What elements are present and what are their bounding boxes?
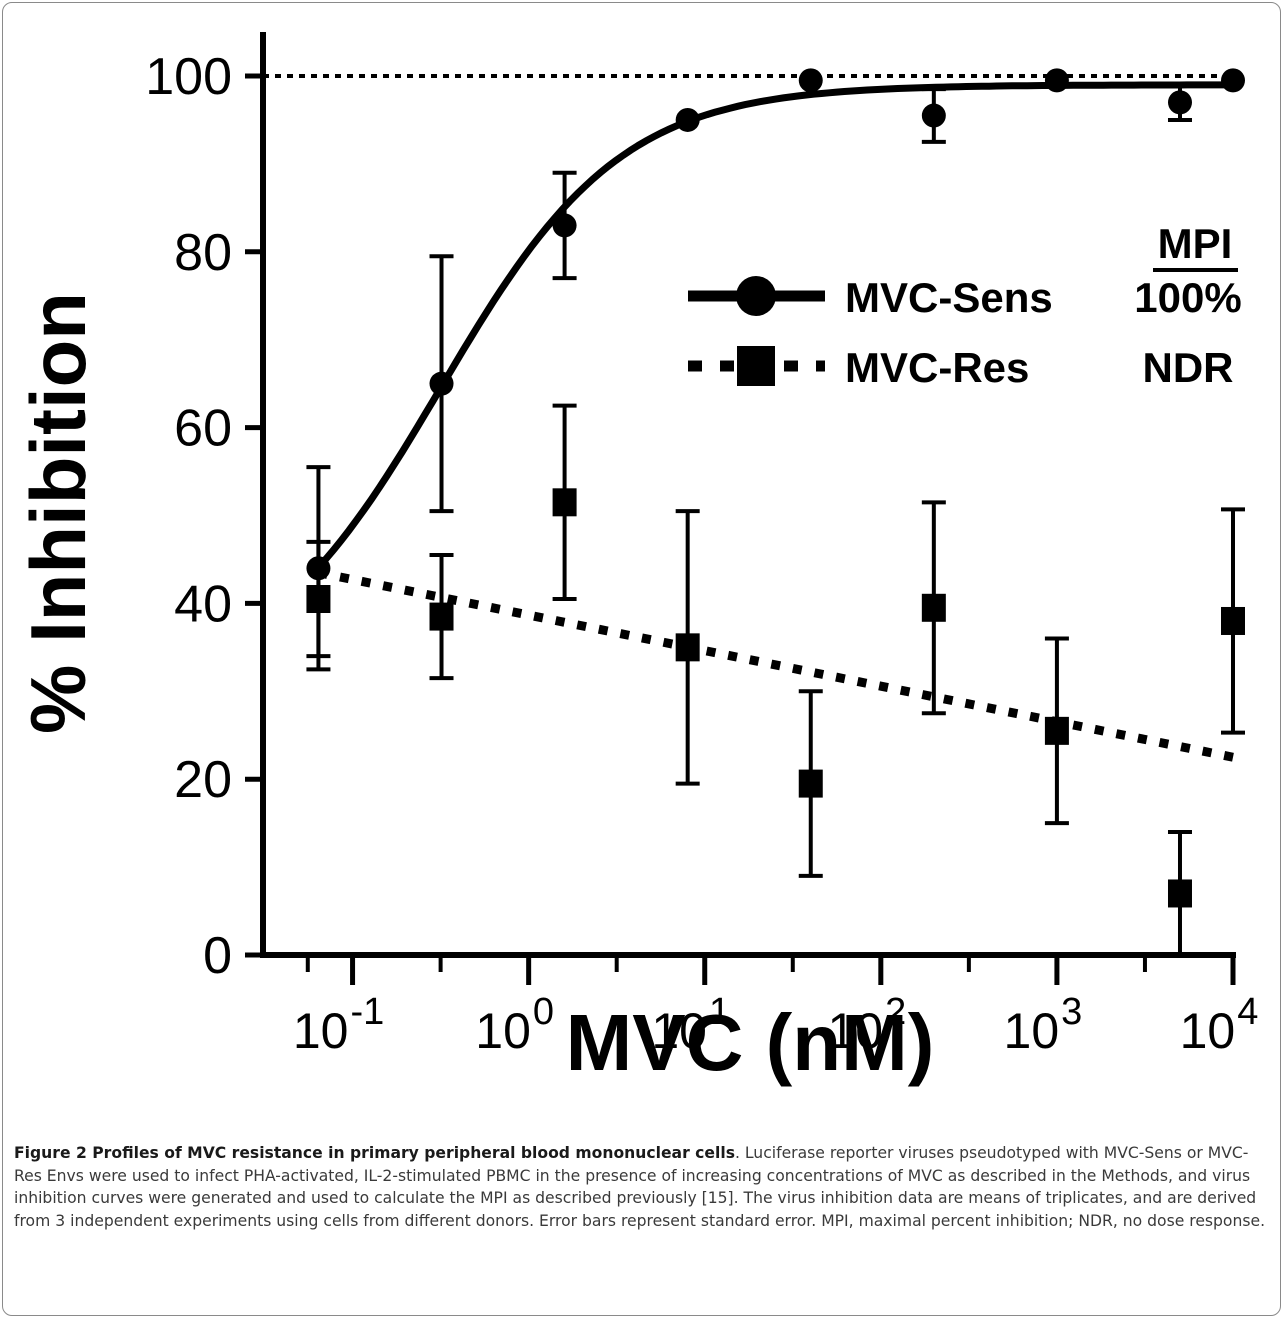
- mvc-sens-point: [1044, 68, 1069, 93]
- y-tick-label: 100: [145, 48, 232, 106]
- data-points: [306, 68, 1245, 908]
- mvc-res-point: [552, 488, 577, 517]
- mvc-sens-point: [921, 103, 946, 128]
- mvc-sens-fit-curve: [315, 81, 1233, 570]
- legend-marker-circle: [736, 276, 776, 316]
- mvc-sens-point: [1167, 90, 1192, 115]
- mvc-sens-point: [675, 107, 700, 132]
- mvc-res-point: [429, 602, 454, 631]
- x-tick-label: 100: [475, 991, 554, 1059]
- figure-caption: Figure 2 Profiles of MVC resistance in p…: [14, 1142, 1276, 1232]
- mvc-sens-point: [552, 213, 577, 238]
- mvc-res-point: [798, 769, 823, 798]
- mvc-res-point: [306, 585, 331, 614]
- x-axis-label: MVC (nM): [566, 998, 935, 1087]
- legend-marker-square: [737, 346, 775, 386]
- caption-text: . Luciferase reporter viruses pseudotype…: [14, 1144, 1266, 1230]
- legend-entry-mpi: 100%: [1134, 274, 1241, 321]
- y-axis-label: % Inhibition: [14, 292, 102, 734]
- legend-header: MPI: [1158, 220, 1233, 267]
- error-bars: [306, 82, 1245, 957]
- x-tick-label: 103: [1004, 991, 1083, 1059]
- legend-entry-name: MVC-Sens: [845, 274, 1053, 321]
- y-tick-label: 80: [174, 224, 232, 282]
- mvc-sens-point: [306, 556, 331, 581]
- x-tick-label: 10-1: [293, 991, 384, 1059]
- x-tick-label: 104: [1180, 991, 1259, 1059]
- y-tick-label: 20: [174, 751, 232, 809]
- mvc-sens-point: [1221, 68, 1245, 93]
- mvc-res-fit-line: [317, 568, 1234, 762]
- y-tick-label: 0: [203, 927, 232, 985]
- y-tick-label: 60: [174, 400, 232, 458]
- mvc-res-point: [921, 593, 946, 622]
- mvc-sens-point: [798, 68, 823, 93]
- legend-entry-mpi: NDR: [1143, 344, 1234, 391]
- y-axis: 0 20 40 60 80 100: [145, 32, 266, 985]
- mvc-sens-point: [429, 371, 454, 396]
- mvc-res-point: [1167, 879, 1192, 908]
- caption-title: Figure 2 Profiles of MVC resistance in p…: [14, 1144, 735, 1162]
- mvc-res-point: [675, 633, 700, 662]
- mvc-res-point: [1221, 606, 1245, 635]
- y-tick-label: 40: [174, 575, 232, 633]
- fit-curves: [315, 81, 1234, 762]
- legend-entry-name: MVC-Res: [845, 344, 1029, 391]
- mvc-res-point: [1044, 716, 1069, 745]
- legend: MPI MVC-Sens 100% MVC-Res NDR: [688, 220, 1242, 391]
